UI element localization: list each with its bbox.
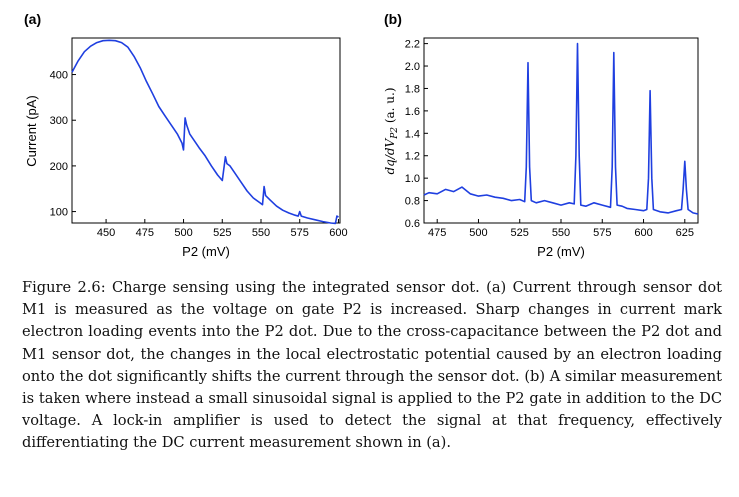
panel-a-y-axis-label: Current (pA) [24, 95, 39, 167]
panel-a-y-ticks: 100 200 300 400 [50, 70, 76, 219]
x-tick-label: 525 [511, 227, 529, 239]
x-tick-label: 475 [136, 227, 154, 239]
x-tick-label: 450 [97, 227, 115, 239]
x-tick-label: 600 [329, 227, 347, 239]
panel-b-plot-frame [423, 37, 699, 224]
panel-b-y-ticks: 0.6 0.8 1.0 1.2 1.4 1.6 1.8 2.0 2.2 [405, 39, 428, 230]
panel-b-x-ticks: 475 500 525 550 575 600 625 [428, 219, 694, 239]
y-tick-label: 1.4 [405, 128, 420, 140]
x-tick-label: 550 [552, 227, 570, 239]
y-tick-label: 400 [50, 70, 68, 82]
figure-caption: Figure 2.6: Charge sensing using the int… [22, 279, 722, 452]
x-tick-label: 475 [428, 227, 446, 239]
x-tick-label: 525 [213, 227, 231, 239]
panel-b-x-axis-label: P2 (mV) [537, 244, 585, 259]
x-tick-label: 500 [469, 227, 487, 239]
panel-label-a: (a) [24, 11, 41, 27]
panel-b-derivative-trace [423, 42, 699, 215]
x-tick-label: 500 [174, 227, 192, 239]
y-tick-label: 2.0 [405, 61, 420, 73]
y-tick-label: 300 [50, 115, 68, 127]
y-tick-label: 0.8 [405, 196, 420, 208]
panel-b-derivative-plot: 475 500 525 550 575 600 625 0.6 0.8 1.0 1.2 1.4 1.6… [383, 37, 699, 259]
x-tick-label: 600 [634, 227, 652, 239]
panel-a-x-axis-label: P2 (mV) [182, 244, 230, 259]
y-tick-label: 0.6 [405, 218, 420, 230]
panel-a-current-plot: 450 475 500 525 550 575 600 100 200 300 400 P2 (m… [24, 37, 348, 259]
x-tick-label: 575 [291, 227, 309, 239]
y-tick-label: 1.8 [405, 83, 420, 95]
x-tick-label: 575 [593, 227, 611, 239]
y-tick-label: 1.6 [405, 106, 420, 118]
figure-2-6: (a) 450 475 500 525 550 575 600 100 200 300 400 P… [24, 11, 699, 259]
panel-a-plot-frame [71, 37, 341, 224]
panel-a-current-trace [71, 39, 339, 225]
x-tick-label: 625 [676, 227, 694, 239]
y-tick-label: 200 [50, 161, 68, 173]
panel-b-y-axis-label: dq/dVP2 (a. u.) [383, 87, 400, 174]
y-tick-label: 100 [50, 207, 68, 219]
y-tick-label: 1.0 [405, 173, 420, 185]
panel-label-b: (b) [384, 11, 402, 27]
x-tick-label: 550 [252, 227, 270, 239]
y-tick-label: 1.2 [405, 151, 420, 163]
panel-a-x-ticks: 450 475 500 525 550 575 600 [97, 219, 348, 239]
y-tick-label: 2.2 [405, 39, 420, 51]
